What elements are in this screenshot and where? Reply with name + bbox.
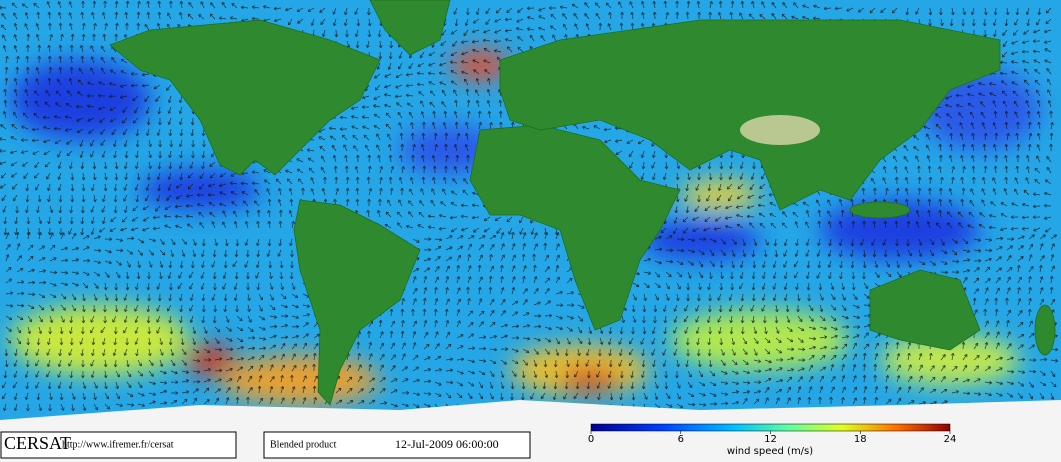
colorbar-label: wind speed (m/s) [727,446,813,457]
land [109,0,1056,406]
url: http://www.ifremer.fr/cersat [62,439,174,450]
colorbar [590,423,951,432]
logo-box [0,431,237,459]
colorbar-tick-label: 24 [944,434,957,445]
colorbar-ticks: 0 6 12 18 24 [588,431,957,445]
colorbar-tick-label: 0 [588,434,594,445]
plateau [740,115,820,145]
colorbar-tick-label: 6 [678,434,684,445]
datetime: 12-Jul-2009 06:00:00 [395,437,499,451]
logo: CERSAT [4,433,71,453]
product: Blended product [270,439,337,450]
colorbar-tick-label: 12 [764,434,777,445]
colorbar-tick-label: 18 [854,434,867,445]
info-box [263,431,531,459]
